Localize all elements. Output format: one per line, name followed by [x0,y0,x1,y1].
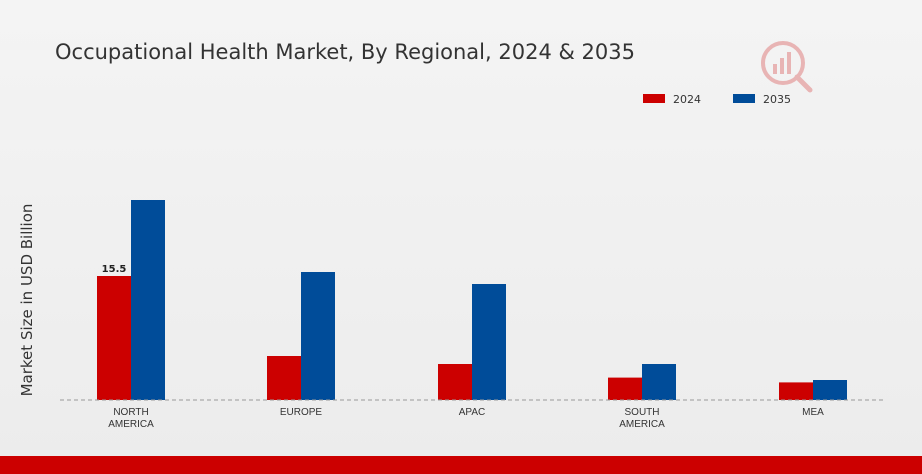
bar-2035-mea [813,380,847,400]
data-label: 15.5 [102,264,127,275]
bar-2024-south-america [608,377,642,400]
bar-2024-north-america [97,276,131,400]
y-axis-label: Market Size in USD Billion [18,204,36,397]
legend: 2024 2035 [643,93,791,106]
x-tick-label: EUROPE [280,407,323,418]
bar-2035-north-america [131,200,165,400]
bar-2035-south-america [642,364,676,400]
footer-accent-bar [0,456,922,474]
bars: 15.5 [97,200,847,400]
bar-2024-europe [267,356,301,400]
brand-logo-icon [761,41,813,93]
legend-swatch-2024 [643,94,665,103]
x-tick-labels: NORTH AMERICA EUROPE APAC SOUTH AMERICA MEA [108,407,824,430]
legend-swatch-2035 [733,94,755,103]
x-tick-label: NORTH AMERICA [108,407,154,430]
legend-label-2035: 2035 [763,93,791,106]
x-tick-label: APAC [459,407,486,418]
bar-2024-apac [438,364,472,400]
x-tick-label: SOUTH AMERICA [619,407,665,430]
legend-label-2024: 2024 [673,93,701,106]
bar-2024-mea [779,382,813,400]
chart-title: Occupational Health Market, By Regional,… [55,40,635,64]
x-tick-label: MEA [802,407,824,418]
bar-2035-apac [472,284,506,400]
bar-2035-europe [301,272,335,400]
